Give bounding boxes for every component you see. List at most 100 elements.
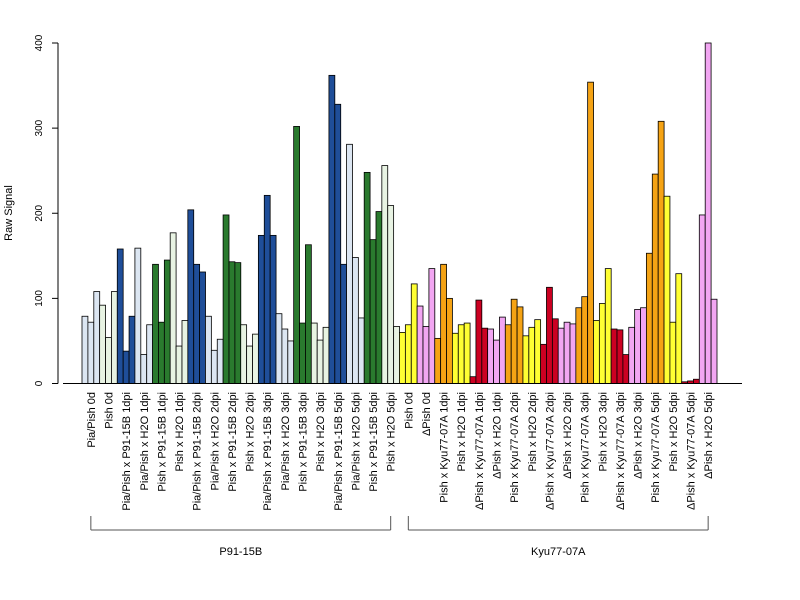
bar (146, 324, 154, 384)
bar (199, 271, 206, 384)
bar (163, 259, 171, 384)
bar (234, 262, 242, 384)
bar (175, 345, 183, 384)
bar (346, 143, 353, 384)
bar (122, 350, 130, 384)
bar (669, 321, 677, 384)
x-tick-labels: Pia/Pish 0d Pish 0d Pia/Pish x P91-15B 1dp… (86, 392, 715, 511)
bar (169, 232, 177, 384)
y-tick-label: 200 (34, 204, 45, 221)
bar (575, 307, 583, 384)
bar (504, 324, 512, 384)
x-tick-label: Pia/Pish x P91-15B 3dpi (262, 392, 274, 511)
bar (222, 214, 230, 384)
bar (310, 322, 318, 384)
bar (551, 318, 559, 384)
bar (210, 349, 218, 384)
bar (393, 326, 400, 384)
x-tick-label: ΔPish x H2O 3dpi (633, 392, 645, 479)
x-tick-label: Pish x Kyu77-07A 3dpi (580, 392, 592, 503)
bar (416, 305, 424, 384)
y-tick-label: 300 (34, 119, 45, 136)
bar (616, 329, 624, 384)
bar (293, 126, 300, 384)
bar (469, 376, 477, 384)
bar (628, 326, 636, 384)
bar (305, 244, 312, 384)
bar (446, 297, 453, 384)
bar (640, 307, 647, 384)
x-tick-label: Pia/Pish x H2O 1dpi (139, 392, 151, 490)
bar (534, 319, 542, 384)
bar (181, 320, 189, 384)
bar (105, 337, 112, 384)
x-tick-label: Pish x H2O 2dpi (527, 392, 539, 471)
bar (657, 120, 665, 384)
bar (563, 321, 571, 384)
bar (457, 324, 465, 384)
bar (257, 234, 265, 384)
bar (440, 263, 447, 384)
bar (375, 211, 383, 384)
bar (87, 321, 95, 384)
bar (516, 306, 524, 384)
x-tick-label: ΔPish x Kyu77-07A 2dpi (544, 392, 556, 510)
bar (569, 323, 577, 384)
x-tick-label: Pish x P91-15B 5dpi (368, 392, 380, 492)
bar (140, 354, 148, 384)
bar (281, 328, 289, 384)
bar (381, 165, 389, 384)
bar (540, 343, 547, 384)
bar (81, 315, 89, 384)
bar (645, 252, 653, 384)
bar (451, 332, 459, 384)
bar (404, 324, 412, 384)
x-tick-label: Pia/Pish x P91-15B 5dpi (333, 392, 345, 511)
x-tick-label: Pia/Pish x H2O 2dpi (209, 392, 221, 490)
bar (528, 326, 536, 384)
bar (334, 103, 342, 384)
bar (410, 283, 418, 384)
bar (269, 234, 277, 384)
bar (263, 194, 271, 384)
bar (610, 328, 618, 384)
bar (357, 317, 365, 384)
bar (228, 261, 236, 384)
x-tick-label: Pish 0d (103, 392, 115, 429)
x-tick-label: ΔPish 0d (421, 392, 433, 436)
y-tick-label: 400 (34, 34, 45, 51)
x-tick-label: Pish 0d (403, 392, 415, 429)
x-tick-label: Pish x H2O 1dpi (456, 392, 468, 471)
bar (158, 321, 165, 384)
y-axis: 0 100 200 300 400 (34, 34, 59, 386)
bar (352, 257, 359, 384)
x-tick-label: Pish x H2O 2dpi (245, 392, 257, 471)
bars-layer (81, 42, 718, 384)
bar (604, 268, 612, 384)
bar (369, 239, 377, 384)
bar (622, 354, 630, 384)
x-tick-label: ΔPish x Kyu77-07A 1dpi (474, 392, 486, 510)
bar (193, 263, 201, 384)
bar (475, 299, 483, 384)
x-tick-label: Pish x H2O 1dpi (174, 392, 186, 471)
bar (704, 42, 712, 384)
bar (675, 273, 683, 384)
x-tick-label: Pish x P91-15B 3dpi (298, 392, 310, 492)
bar (522, 335, 530, 384)
x-tick-label: Pish x Kyu77-07A 5dpi (650, 392, 662, 503)
bar (463, 322, 471, 384)
x-tick-label: Pish x P91-15B 2dpi (227, 392, 239, 492)
bar (499, 316, 506, 384)
bar (287, 340, 295, 384)
bar (252, 333, 259, 384)
bar (128, 315, 136, 384)
bar (663, 195, 671, 384)
bar (134, 247, 142, 384)
bar (99, 304, 106, 384)
x-tick-label: ΔPish x Kyu77-07A 3dpi (615, 392, 627, 510)
bar (187, 209, 195, 384)
bar (693, 378, 700, 384)
bar (546, 286, 553, 384)
